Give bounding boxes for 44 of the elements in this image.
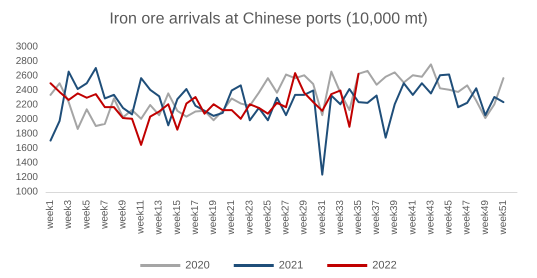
x-tick-label: week43 bbox=[425, 200, 436, 236]
legend-label: 2022 bbox=[372, 260, 397, 272]
y-tick-label: 1000 bbox=[16, 186, 38, 198]
x-tick-label: week27 bbox=[280, 200, 292, 236]
x-tick-label: week19 bbox=[208, 200, 220, 236]
y-tick-label: 2200 bbox=[16, 100, 38, 110]
x-tick-label: week47 bbox=[462, 200, 473, 236]
legend-label: 2020 bbox=[185, 260, 210, 272]
x-tick-label: week25 bbox=[262, 200, 274, 236]
y-tick-label: 1800 bbox=[16, 128, 38, 140]
y-tick-label: 2800 bbox=[16, 56, 38, 67]
x-tick-label: week1 bbox=[45, 200, 56, 230]
x-tick-label: week7 bbox=[99, 200, 110, 230]
line-series bbox=[50, 67, 504, 176]
x-tick-label: week37 bbox=[371, 200, 382, 236]
y-tick-label: 1200 bbox=[16, 172, 38, 183]
y-tick-label: 2400 bbox=[16, 85, 38, 96]
y-tick-label: 2000 bbox=[16, 114, 38, 125]
x-tick-label: week39 bbox=[389, 200, 400, 236]
x-tick-label: week31 bbox=[316, 200, 328, 236]
x-tick-label: week45 bbox=[444, 200, 455, 236]
x-tick-label: week41 bbox=[407, 200, 418, 236]
x-tick-label: week23 bbox=[244, 200, 256, 236]
x-tick-label: week3 bbox=[63, 200, 74, 230]
y-tick-label: 1400 bbox=[16, 158, 38, 168]
x-tick-label: week15 bbox=[172, 200, 183, 236]
x-tick-label: week13 bbox=[154, 200, 165, 236]
x-tick-label: week33 bbox=[334, 200, 346, 236]
x-tick-label: week11 bbox=[136, 200, 147, 235]
x-tick-label: week29 bbox=[298, 200, 310, 236]
x-tick-label: week5 bbox=[81, 200, 92, 230]
line-series bbox=[50, 63, 504, 130]
line-series bbox=[50, 72, 360, 146]
y-tick-label: 1600 bbox=[16, 143, 38, 154]
y-tick-label: 2600 bbox=[16, 70, 38, 82]
legend-label: 2021 bbox=[278, 260, 304, 272]
y-tick-label: 3000 bbox=[16, 42, 38, 52]
x-tick-label: week49 bbox=[480, 200, 491, 236]
x-tick-label: week17 bbox=[190, 200, 201, 236]
x-tick-label: week51 bbox=[498, 200, 509, 236]
chart-title: Iron ore arrivals at Chinese ports (10,000 mt) bbox=[109, 10, 428, 28]
x-tick-label: week21 bbox=[226, 200, 238, 236]
x-tick-label: week9 bbox=[117, 200, 128, 230]
x-tick-label: week35 bbox=[352, 200, 364, 236]
